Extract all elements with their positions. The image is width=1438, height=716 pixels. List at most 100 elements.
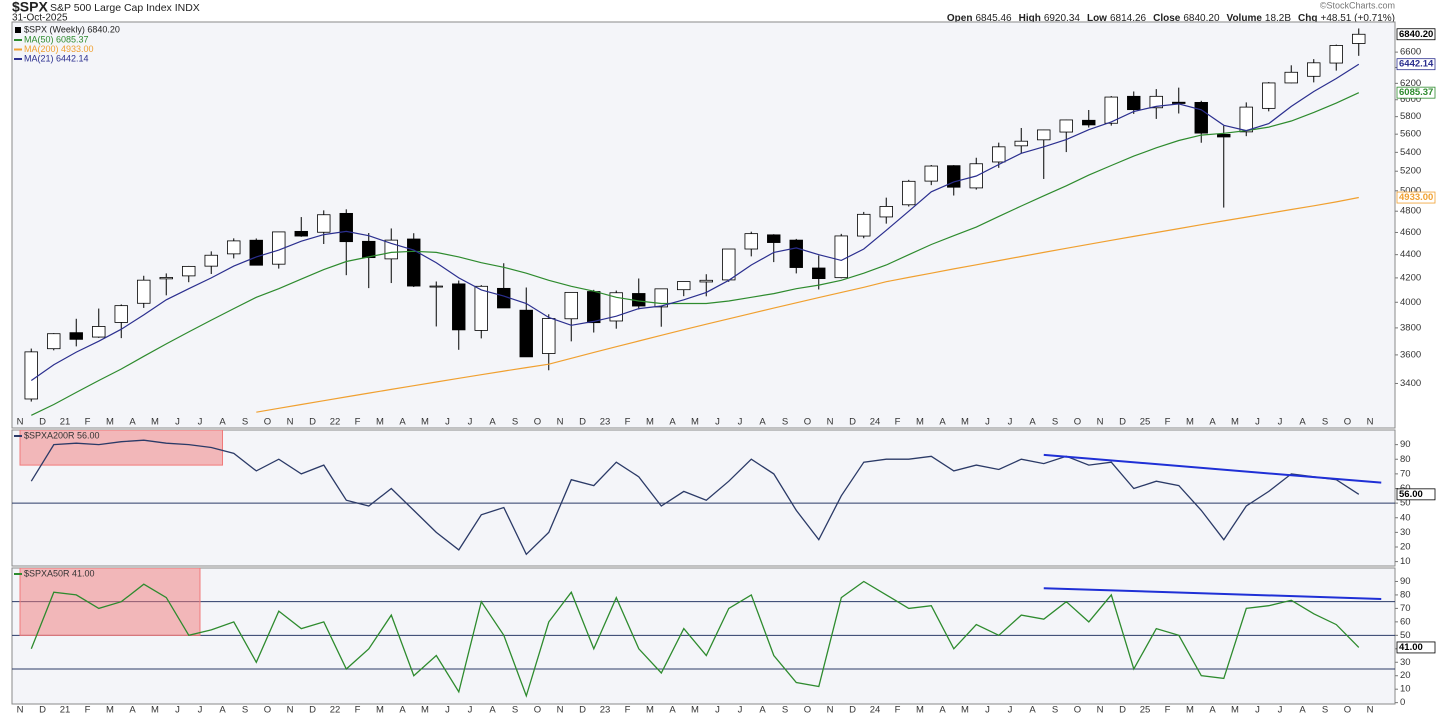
y-tick-label: 90 <box>1400 576 1411 587</box>
x-tick-label: M <box>421 417 429 428</box>
x-tick-label: F <box>355 417 361 428</box>
y-tick-label: 20 <box>1400 670 1411 681</box>
candle-body <box>654 288 668 308</box>
x-tick-label: J <box>198 705 203 716</box>
candle-body <box>339 212 353 243</box>
y-tick-label: 5400 <box>1400 147 1421 158</box>
x-tick-label: A <box>1299 417 1306 428</box>
x-tick-label: N <box>827 705 834 716</box>
moving-average <box>30 63 1360 381</box>
x-tick-label: M <box>1231 417 1239 428</box>
candle-body <box>924 165 938 182</box>
value-tag <box>1396 641 1436 654</box>
x-tick-label: A <box>1029 705 1036 716</box>
candle-body <box>92 326 106 338</box>
x-tick-label: F <box>355 705 361 716</box>
quote-value: +48.51 (+0.71%) <box>1321 13 1396 24</box>
breadth-line <box>30 439 1360 556</box>
candle-body <box>1127 95 1141 111</box>
x-tick-label: O <box>1074 705 1081 716</box>
x-tick-label: A <box>129 417 136 428</box>
candle-body <box>992 146 1006 163</box>
legend-entry: MA(200) 4933.00 <box>24 44 94 54</box>
candle-body <box>1329 45 1343 64</box>
x-tick-label: M <box>1186 417 1194 428</box>
candle-body <box>519 309 533 358</box>
moving-average <box>31 92 1360 416</box>
x-tick-label: A <box>399 417 406 428</box>
quote-value: 18.2B <box>1265 13 1291 24</box>
y-tick-label: 0 <box>1400 697 1405 708</box>
x-tick-label: N <box>1097 417 1104 428</box>
quote-label: Low <box>1087 13 1107 24</box>
candle-body <box>294 230 308 237</box>
x-tick-label: D <box>39 705 46 716</box>
x-tick-label: A <box>1299 705 1306 716</box>
quote: Open 6845.46 High 6920.34 Low 6814.26 Close 684… <box>947 13 1395 24</box>
y-tick-label: 70 <box>1400 603 1411 614</box>
x-tick-label: M <box>646 705 654 716</box>
x-tick-label: M <box>106 417 114 428</box>
y-tick-label: 4600 <box>1400 227 1421 238</box>
x-tick-label: J <box>985 417 990 428</box>
plot-area <box>24 28 1366 416</box>
x-tick-label: J <box>1278 705 1283 716</box>
x-tick-label: N <box>287 705 294 716</box>
quote-value: 6814.26 <box>1110 13 1147 24</box>
x-tick-label: A <box>669 417 676 428</box>
x-tick-label: A <box>759 705 766 716</box>
candle-body <box>69 332 83 340</box>
value-tag <box>1396 28 1436 41</box>
y-tick-label: 6000 <box>1400 94 1421 105</box>
candle-body <box>137 279 151 304</box>
y-tick-label: 3800 <box>1400 322 1421 333</box>
x-tick-label: J <box>198 417 203 428</box>
value-tag-label: 4933.00 <box>1399 192 1433 203</box>
moving-average <box>256 196 1359 413</box>
value-tag-label: 41.00 <box>1399 642 1423 653</box>
x-tick-label: A <box>939 705 946 716</box>
x-tick-label: 21 <box>60 705 71 716</box>
x-tick-label: A <box>939 417 946 428</box>
x-tick-label: D <box>309 705 316 716</box>
x-tick-label: 25 <box>1140 705 1151 716</box>
trendline <box>1043 453 1382 484</box>
x-tick-label: M <box>151 417 159 428</box>
x-tick-label: D <box>39 417 46 428</box>
candle-body <box>902 180 916 206</box>
x-tick-label: N <box>17 705 24 716</box>
candle-body <box>182 265 196 277</box>
x-tick-label: J <box>1008 705 1013 716</box>
y-tick-label: 5200 <box>1400 166 1421 177</box>
x-tick-label: F <box>625 417 631 428</box>
y-tick-label: 30 <box>1400 657 1411 668</box>
y-tick-label: 10 <box>1400 684 1411 695</box>
symbol: $SPX <box>12 0 48 15</box>
x-tick-label: J <box>1255 417 1260 428</box>
y-tick-label: 80 <box>1400 589 1411 600</box>
panel-title: $SPXA200R 56.00 <box>24 430 100 440</box>
x-tick-label: J <box>175 705 180 716</box>
x-tick-label: D <box>309 417 316 428</box>
candle-body <box>564 291 578 320</box>
x-tick-label: F <box>895 705 901 716</box>
y-tick-label: 5800 <box>1400 111 1421 122</box>
x-tick-label: J <box>738 705 743 716</box>
quote-value: 6920.34 <box>1044 13 1081 24</box>
x-tick-label: J <box>738 417 743 428</box>
legend-entry: $SPX (Weekly) 6840.20 <box>24 24 120 34</box>
candle-body <box>474 285 488 331</box>
x-tick-label: M <box>916 705 924 716</box>
x-tick-label: O <box>804 417 811 428</box>
x-tick-label: 25 <box>1140 417 1151 428</box>
quote-value: 6845.46 <box>975 13 1012 24</box>
y-tick-label: 60 <box>1400 616 1411 627</box>
candle-body <box>1037 129 1051 141</box>
x-tick-label: A <box>759 417 766 428</box>
x-tick-label: S <box>1052 417 1058 428</box>
x-tick-label: N <box>17 417 24 428</box>
candle-body <box>407 238 421 287</box>
x-tick-label: A <box>219 705 226 716</box>
x-tick-label: S <box>512 417 518 428</box>
x-tick-label: M <box>916 417 924 428</box>
